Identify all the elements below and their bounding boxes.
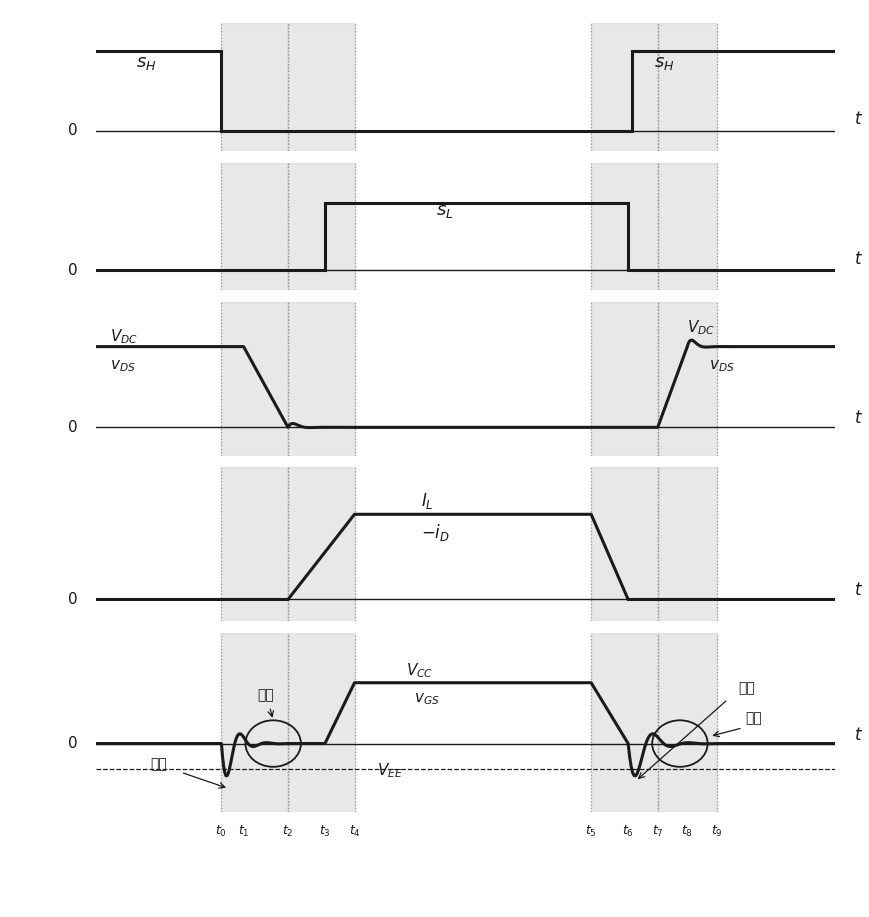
Text: 尖峰: 尖峰 [737, 681, 754, 695]
Text: 0: 0 [68, 420, 77, 435]
Text: $t$: $t$ [852, 110, 862, 128]
Text: $t_3$: $t_3$ [319, 823, 330, 839]
Text: $t$: $t$ [852, 409, 862, 427]
Text: $t_0$: $t_0$ [216, 823, 227, 839]
Text: $s_H$: $s_H$ [136, 54, 156, 72]
Bar [221, 23, 288, 150]
Text: 振荡: 振荡 [257, 688, 274, 702]
Bar [657, 303, 716, 456]
Bar [288, 23, 354, 150]
Text: $-i_D$: $-i_D$ [421, 522, 449, 543]
Bar [288, 162, 354, 291]
Text: $t$: $t$ [852, 581, 862, 599]
Text: $v_{DS}$: $v_{DS}$ [110, 359, 136, 374]
Text: 0: 0 [68, 592, 77, 607]
Bar [591, 23, 657, 150]
Text: $t_4$: $t_4$ [348, 823, 360, 839]
Text: $t_1$: $t_1$ [237, 823, 249, 839]
Text: 0: 0 [68, 263, 77, 278]
Bar [221, 468, 288, 621]
Bar [591, 162, 657, 291]
Text: $t_2$: $t_2$ [282, 823, 294, 839]
Text: $v_{DS}$: $v_{DS}$ [708, 359, 734, 374]
Text: 尖峰: 尖峰 [150, 757, 167, 771]
Bar [288, 468, 354, 621]
Bar [657, 23, 716, 150]
Text: $t_9$: $t_9$ [710, 823, 722, 839]
Text: $V_{DC}$: $V_{DC}$ [110, 327, 138, 346]
Bar [221, 633, 288, 812]
Text: $t$: $t$ [852, 726, 862, 744]
Bar [657, 468, 716, 621]
Text: 0: 0 [68, 123, 77, 138]
Text: $t_6$: $t_6$ [621, 823, 634, 839]
Bar [591, 303, 657, 456]
Text: $V_{CC}$: $V_{CC}$ [406, 661, 433, 680]
Text: $s_L$: $s_L$ [435, 202, 453, 220]
Text: $t_7$: $t_7$ [651, 823, 663, 839]
Text: $I_L$: $I_L$ [421, 491, 434, 511]
Bar [288, 633, 354, 812]
Bar [288, 303, 354, 456]
Text: 振荡: 振荡 [745, 711, 761, 725]
Text: $V_{EE}$: $V_{EE}$ [376, 762, 402, 780]
Text: $t_5$: $t_5$ [585, 823, 596, 839]
Text: $t$: $t$ [852, 250, 862, 268]
Bar [591, 468, 657, 621]
Bar [657, 162, 716, 291]
Bar [591, 633, 657, 812]
Bar [657, 633, 716, 812]
Text: $s_H$: $s_H$ [653, 54, 673, 72]
Bar [221, 303, 288, 456]
Text: $t_8$: $t_8$ [680, 823, 693, 839]
Bar [221, 162, 288, 291]
Text: $V_{DC}$: $V_{DC}$ [687, 318, 714, 337]
Text: 0: 0 [68, 736, 77, 751]
Text: $v_{GS}$: $v_{GS}$ [414, 691, 439, 708]
